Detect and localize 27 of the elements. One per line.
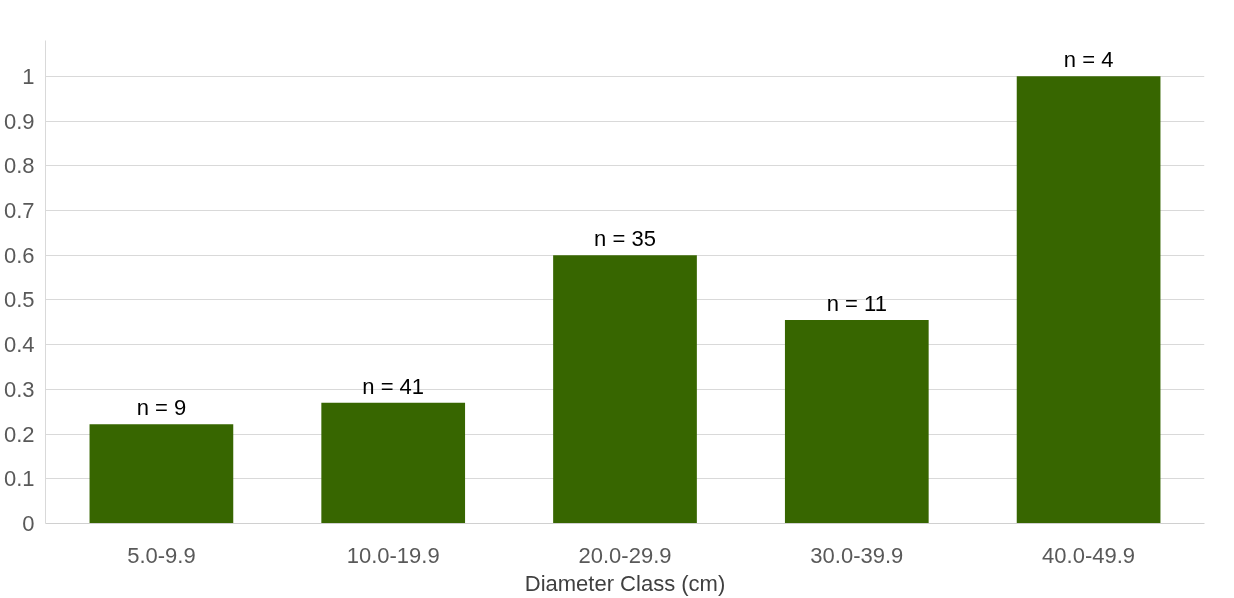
bar (784, 320, 929, 524)
x-tick-label: 40.0-49.9 (1042, 542, 1136, 568)
x-axis-title: Diameter Class (cm) (524, 570, 726, 596)
y-tick-label: 0.6 (3, 242, 35, 268)
annotation: n = 9 (136, 395, 187, 421)
y-tick-label: 0.1 (3, 466, 35, 492)
y-tick-label: 0.5 (3, 287, 35, 313)
y-tick-label: 0.8 (3, 153, 35, 179)
bar (553, 255, 697, 524)
y-tick-label: 0.7 (3, 197, 35, 223)
annotation: n = 4 (1063, 47, 1114, 73)
y-tick-label: 0.3 (3, 376, 35, 402)
y-tick-label: 1 (22, 63, 35, 89)
y-tick-label: 0.2 (3, 421, 35, 447)
annotation: n = 41 (362, 373, 425, 399)
bar (321, 402, 466, 524)
y-tick-label: 0 (22, 511, 35, 536)
x-tick-label: 20.0-29.9 (578, 542, 672, 568)
x-tick-label: 30.0-39.9 (810, 542, 904, 568)
annotation: n = 11 (826, 291, 887, 317)
x-tick-label: 5.0-9.9 (127, 542, 196, 568)
x-tick-label: 10.0-19.9 (346, 542, 440, 568)
y-tick-label: 0.9 (3, 108, 35, 134)
y-tick-label: 0.4 (3, 332, 35, 358)
bar (1016, 76, 1161, 524)
bar (89, 424, 234, 524)
annotation: n = 35 (594, 226, 656, 252)
